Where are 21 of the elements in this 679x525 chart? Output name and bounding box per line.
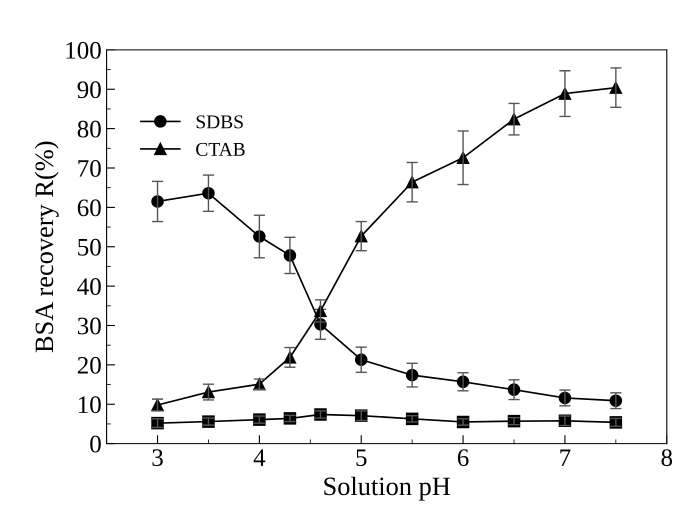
x-tick-label: 7 — [560, 449, 570, 466]
x-tick-label: 5 — [356, 449, 366, 466]
y-tick-label: 80 — [78, 120, 101, 138]
x-tick-label: 4 — [254, 449, 266, 466]
y-tick-label: 0 — [90, 436, 101, 453]
y-tick-label: 50 — [78, 238, 101, 256]
y-tick-label: 40 — [77, 278, 101, 296]
y-tick-label: 90 — [78, 81, 101, 98]
x-axis-title: Solution pH — [324, 476, 450, 501]
y-tick-label: 20 — [78, 356, 101, 374]
y-tick-label: 70 — [78, 160, 101, 177]
x-tick-label: 8 — [661, 449, 672, 466]
y-axis-title: BSA recovery R(%) — [34, 142, 59, 352]
y-tick-label: 100 — [66, 42, 101, 59]
y-tick-label: 60 — [78, 199, 101, 216]
y-tick-label: 10 — [78, 396, 101, 414]
legend-label: CTAB — [196, 142, 245, 156]
x-tick-label: 6 — [458, 449, 469, 466]
legend-label: SDBS — [196, 115, 243, 128]
y-tick-label: 30 — [78, 318, 101, 334]
x-tick-label: 3 — [152, 449, 163, 466]
